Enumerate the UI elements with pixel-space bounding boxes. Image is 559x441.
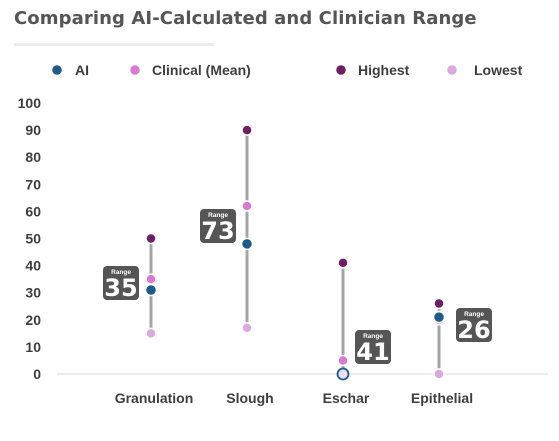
category-label-slough: Slough: [226, 390, 273, 406]
category-label-eschar: Eschar: [323, 390, 370, 406]
range-badge-granulation: [103, 266, 139, 300]
range-badge-value-eschar: 41: [356, 338, 389, 366]
legend-marker-3: [445, 63, 459, 77]
point-lowest-slough: [241, 322, 253, 334]
legend-label-2: Highest: [358, 62, 410, 78]
range-badge-caption-granulation: Range: [111, 269, 131, 276]
point-ai-eschar: [336, 367, 350, 381]
point-highest-eschar: [337, 257, 349, 269]
point-clinical-mean--slough: [241, 200, 253, 212]
range-badge-eschar: [355, 330, 391, 364]
point-clinical-mean--granulation: [145, 273, 157, 285]
point-lowest-granulation: [145, 327, 157, 340]
y-tick-label-40: 40: [25, 258, 41, 274]
point-clinical-mean--eschar: [337, 354, 349, 367]
y-tick-label-20: 20: [25, 312, 41, 328]
legend-label-3: Lowest: [474, 62, 523, 78]
category-label-granulation: Granulation: [115, 390, 194, 406]
point-ai-slough: [240, 237, 254, 251]
point-highest-granulation: [145, 232, 157, 245]
y-tick-label-60: 60: [25, 203, 41, 219]
y-tick-label-70: 70: [25, 176, 41, 192]
legend-label-0: AI: [75, 62, 89, 78]
y-tick-label-50: 50: [25, 231, 41, 247]
legend-marker-2: [334, 63, 348, 77]
range-badge-caption-slough: Range: [208, 212, 228, 219]
range-badge-caption-epithelial: Range: [464, 311, 484, 318]
range-badge-caption-eschar: Range: [363, 333, 383, 340]
range-badge-value-granulation: 35: [104, 274, 137, 302]
y-tick-label-90: 90: [25, 122, 41, 138]
range-badge-value-epithelial: 26: [457, 316, 490, 344]
y-tick-label-10: 10: [25, 339, 41, 355]
y-tick-label-80: 80: [25, 149, 41, 165]
range-badge-epithelial: [456, 308, 492, 342]
point-ai-granulation: [144, 283, 158, 297]
chart-title: Comparing AI-Calculated and Clinician Ra…: [14, 8, 477, 29]
legend-label-1: Clinical (Mean): [152, 62, 251, 78]
legend-marker-1: [128, 63, 142, 77]
y-tick-label-100: 100: [18, 95, 42, 111]
category-label-epithelial: Epithelial: [411, 390, 473, 406]
y-tick-label-30: 30: [25, 285, 41, 301]
title-underline: [14, 43, 214, 46]
point-highest-epithelial: [433, 297, 445, 310]
range-badge-value-slough: 73: [201, 217, 234, 245]
range-badge-slough: [200, 209, 236, 243]
point-highest-slough: [241, 124, 253, 136]
legend-marker-0: [50, 63, 64, 77]
y-tick-label-0: 0: [33, 366, 41, 382]
point-lowest-epithelial: [433, 368, 445, 380]
point-ai-epithelial: [432, 310, 446, 324]
